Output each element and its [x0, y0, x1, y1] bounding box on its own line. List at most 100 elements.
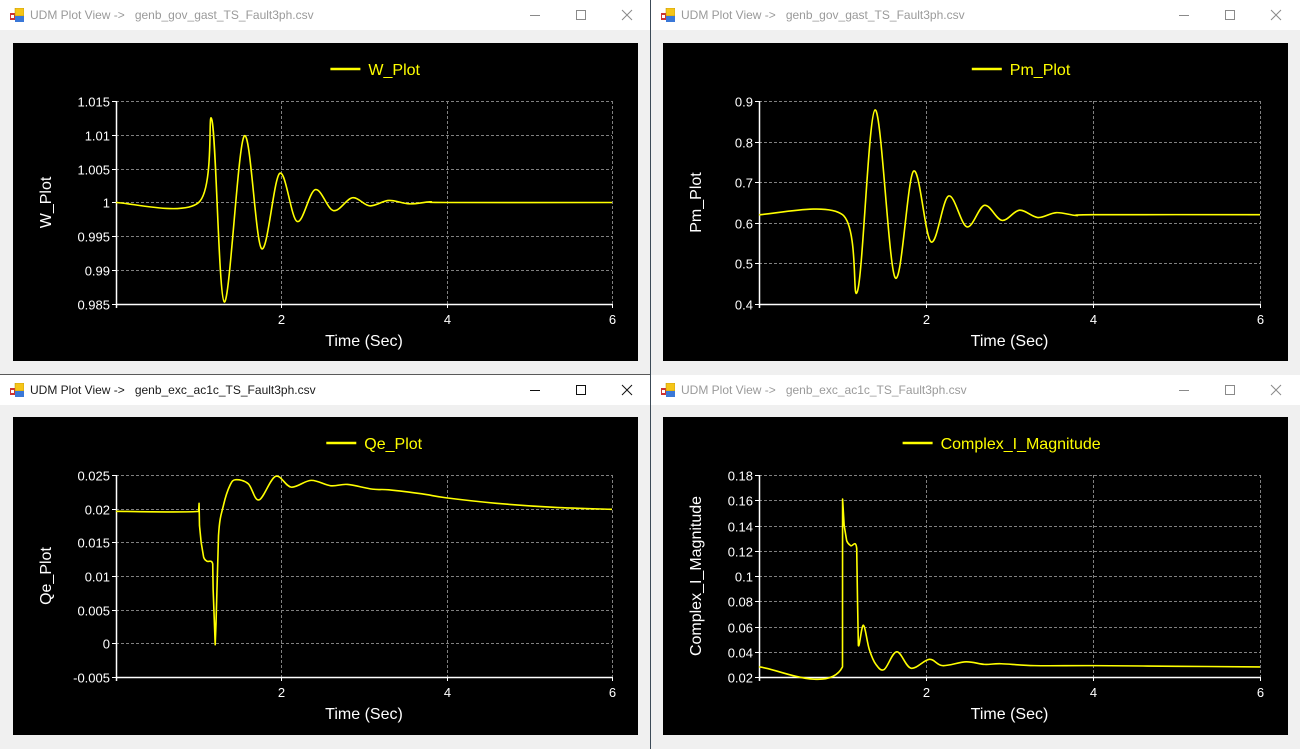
x-tick-label: 4 [444, 685, 451, 700]
window-file-name: genb_gov_gast_TS_Fault3ph.csv [134, 8, 314, 22]
y-tick-label: 0.12 [728, 545, 753, 560]
y-tick-label: 0.06 [728, 621, 753, 636]
y-tick-label: 0.14 [728, 520, 753, 535]
y-tick-label: 1.015 [77, 95, 110, 110]
close-button[interactable] [604, 375, 650, 405]
close-icon [1270, 9, 1282, 21]
y-axis-title: W_Plot [38, 176, 55, 228]
line-chart-qe-plot: -0.005 0 0.005 0.01 0.015 0.02 0.025 2 4 6 Qe_Plot… [38, 436, 616, 723]
x-tick-label: 6 [609, 312, 616, 327]
y-tick-label: 0.04 [728, 646, 753, 661]
y-tick-label: 1.01 [85, 129, 110, 144]
close-icon [621, 384, 633, 396]
y-tick-label: 1.005 [77, 163, 110, 178]
window-divider [0, 374, 650, 375]
x-tick-label: 6 [1257, 685, 1264, 700]
window-divider [650, 0, 651, 749]
x-tick-label: 6 [1257, 312, 1264, 327]
plot-window-qe-plot: UDM Plot View -> genb_exc_ac1c_TS_Fault3p… [0, 375, 650, 749]
y-tick-label: 0.985 [77, 298, 110, 313]
minimize-icon [1179, 390, 1189, 391]
y-tick-label: 0.995 [77, 230, 110, 245]
y-tick-label: 0.99 [85, 264, 110, 279]
y-tick-label: 0.16 [728, 494, 753, 509]
window-title: UDM Plot View -> [681, 8, 776, 22]
y-tick-label: 0.02 [85, 503, 110, 518]
y-tick-label: 0.005 [77, 604, 110, 619]
app-icon [10, 7, 25, 22]
y-tick-label: 0.7 [735, 176, 753, 191]
title-bar[interactable]: UDM Plot View -> genb_gov_gast_TS_Fault3p… [0, 0, 650, 30]
y-tick-label: -0.005 [73, 671, 110, 686]
series-line [115, 117, 613, 303]
x-tick-label: 2 [278, 685, 285, 700]
window-title: UDM Plot View -> [30, 383, 125, 397]
legend-label: Complex_I_Magnitude [941, 436, 1101, 453]
y-axis-title: Complex_I_Magnitude [688, 496, 705, 656]
x-axis-title: Time (Sec) [971, 706, 1049, 723]
maximize-icon [1225, 10, 1235, 20]
maximize-button[interactable] [558, 375, 604, 405]
y-tick-label: 0.02 [728, 671, 753, 686]
title-bar[interactable]: UDM Plot View -> genb_gov_gast_TS_Fault3p… [651, 0, 1300, 30]
maximize-button[interactable] [558, 0, 604, 30]
y-tick-label: 0.9 [735, 95, 753, 110]
x-tick-label: 4 [1090, 685, 1097, 700]
legend-label: Pm_Plot [1010, 62, 1071, 79]
minimize-button[interactable] [512, 375, 558, 405]
line-chart-pm-plot: 0.4 0.5 0.6 0.7 0.8 0.9 2 4 6 Pm_Plot Time (Sec) Pm… [688, 62, 1264, 350]
minimize-icon [530, 390, 540, 391]
x-tick-label: 6 [609, 685, 616, 700]
plot-window-w-plot: UDM Plot View -> genb_gov_gast_TS_Fault3p… [0, 0, 650, 374]
minimize-button[interactable] [1161, 375, 1207, 405]
series-line [115, 475, 613, 646]
app-icon [10, 382, 25, 397]
maximize-icon [1225, 385, 1235, 395]
x-axis-title: Time (Sec) [325, 333, 403, 350]
minimize-icon [1179, 15, 1189, 16]
plot-window-complex-i-magnitude: UDM Plot View -> genb_exc_ac1c_TS_Fault3p… [651, 375, 1300, 749]
y-axis-title: Qe_Plot [38, 547, 55, 605]
window-title: UDM Plot View -> [30, 8, 125, 22]
title-bar[interactable]: UDM Plot View -> genb_exc_ac1c_TS_Fault3p… [651, 375, 1300, 405]
close-button[interactable] [604, 0, 650, 30]
window-file-name: genb_gov_gast_TS_Fault3ph.csv [785, 8, 965, 22]
chart-area[interactable]: 0.02 0.04 0.06 0.08 0.1 0.12 0.14 0.16 0.18 2 4 6 Co… [663, 417, 1288, 735]
y-axis-title: Pm_Plot [688, 172, 705, 233]
x-tick-label: 2 [278, 312, 285, 327]
series-line [758, 498, 1261, 681]
minimize-icon [530, 15, 540, 16]
y-tick-label: 0.01 [85, 570, 110, 585]
y-tick-label: 1 [103, 196, 110, 211]
x-tick-label: 4 [444, 312, 451, 327]
y-tick-label: 0.1 [735, 570, 753, 585]
maximize-button[interactable] [1207, 0, 1253, 30]
close-button[interactable] [1253, 0, 1299, 30]
minimize-button[interactable] [512, 0, 558, 30]
y-tick-label: 0 [103, 637, 110, 652]
chart-area[interactable]: -0.005 0 0.005 0.01 0.015 0.02 0.025 2 4 6 Qe_Plot… [13, 417, 638, 735]
legend-label: Qe_Plot [364, 436, 422, 453]
series-line [758, 109, 1261, 295]
minimize-button[interactable] [1161, 0, 1207, 30]
y-tick-label: 0.18 [728, 469, 753, 484]
plot-window-pm-plot: UDM Plot View -> genb_gov_gast_TS_Fault3p… [651, 0, 1300, 374]
chart-area[interactable]: 0.985 0.99 0.995 1 1.005 1.01 1.015 2 4 6 W_Plot Ti… [13, 43, 638, 361]
line-chart-w-plot: 0.985 0.99 0.995 1 1.005 1.01 1.015 2 4 6 W_Plot Ti… [38, 62, 616, 350]
maximize-button[interactable] [1207, 375, 1253, 405]
x-tick-label: 2 [923, 312, 930, 327]
y-tick-label: 0.8 [735, 136, 753, 151]
x-tick-label: 4 [1090, 312, 1097, 327]
window-title: UDM Plot View -> [681, 383, 776, 397]
y-tick-label: 0.6 [735, 217, 753, 232]
y-tick-label: 0.08 [728, 595, 753, 610]
chart-area[interactable]: 0.4 0.5 0.6 0.7 0.8 0.9 2 4 6 Pm_Plot Time (Sec) Pm… [663, 43, 1288, 361]
line-chart-complex-i-magnitude: 0.02 0.04 0.06 0.08 0.1 0.12 0.14 0.16 0.18 2 4 6 Co… [688, 436, 1264, 723]
x-tick-label: 2 [923, 685, 930, 700]
title-bar[interactable]: UDM Plot View -> genb_exc_ac1c_TS_Fault3p… [0, 375, 650, 405]
app-icon [661, 7, 676, 22]
maximize-icon [576, 385, 586, 395]
y-tick-label: 0.025 [77, 469, 110, 484]
maximize-icon [576, 10, 586, 20]
close-button[interactable] [1253, 375, 1299, 405]
